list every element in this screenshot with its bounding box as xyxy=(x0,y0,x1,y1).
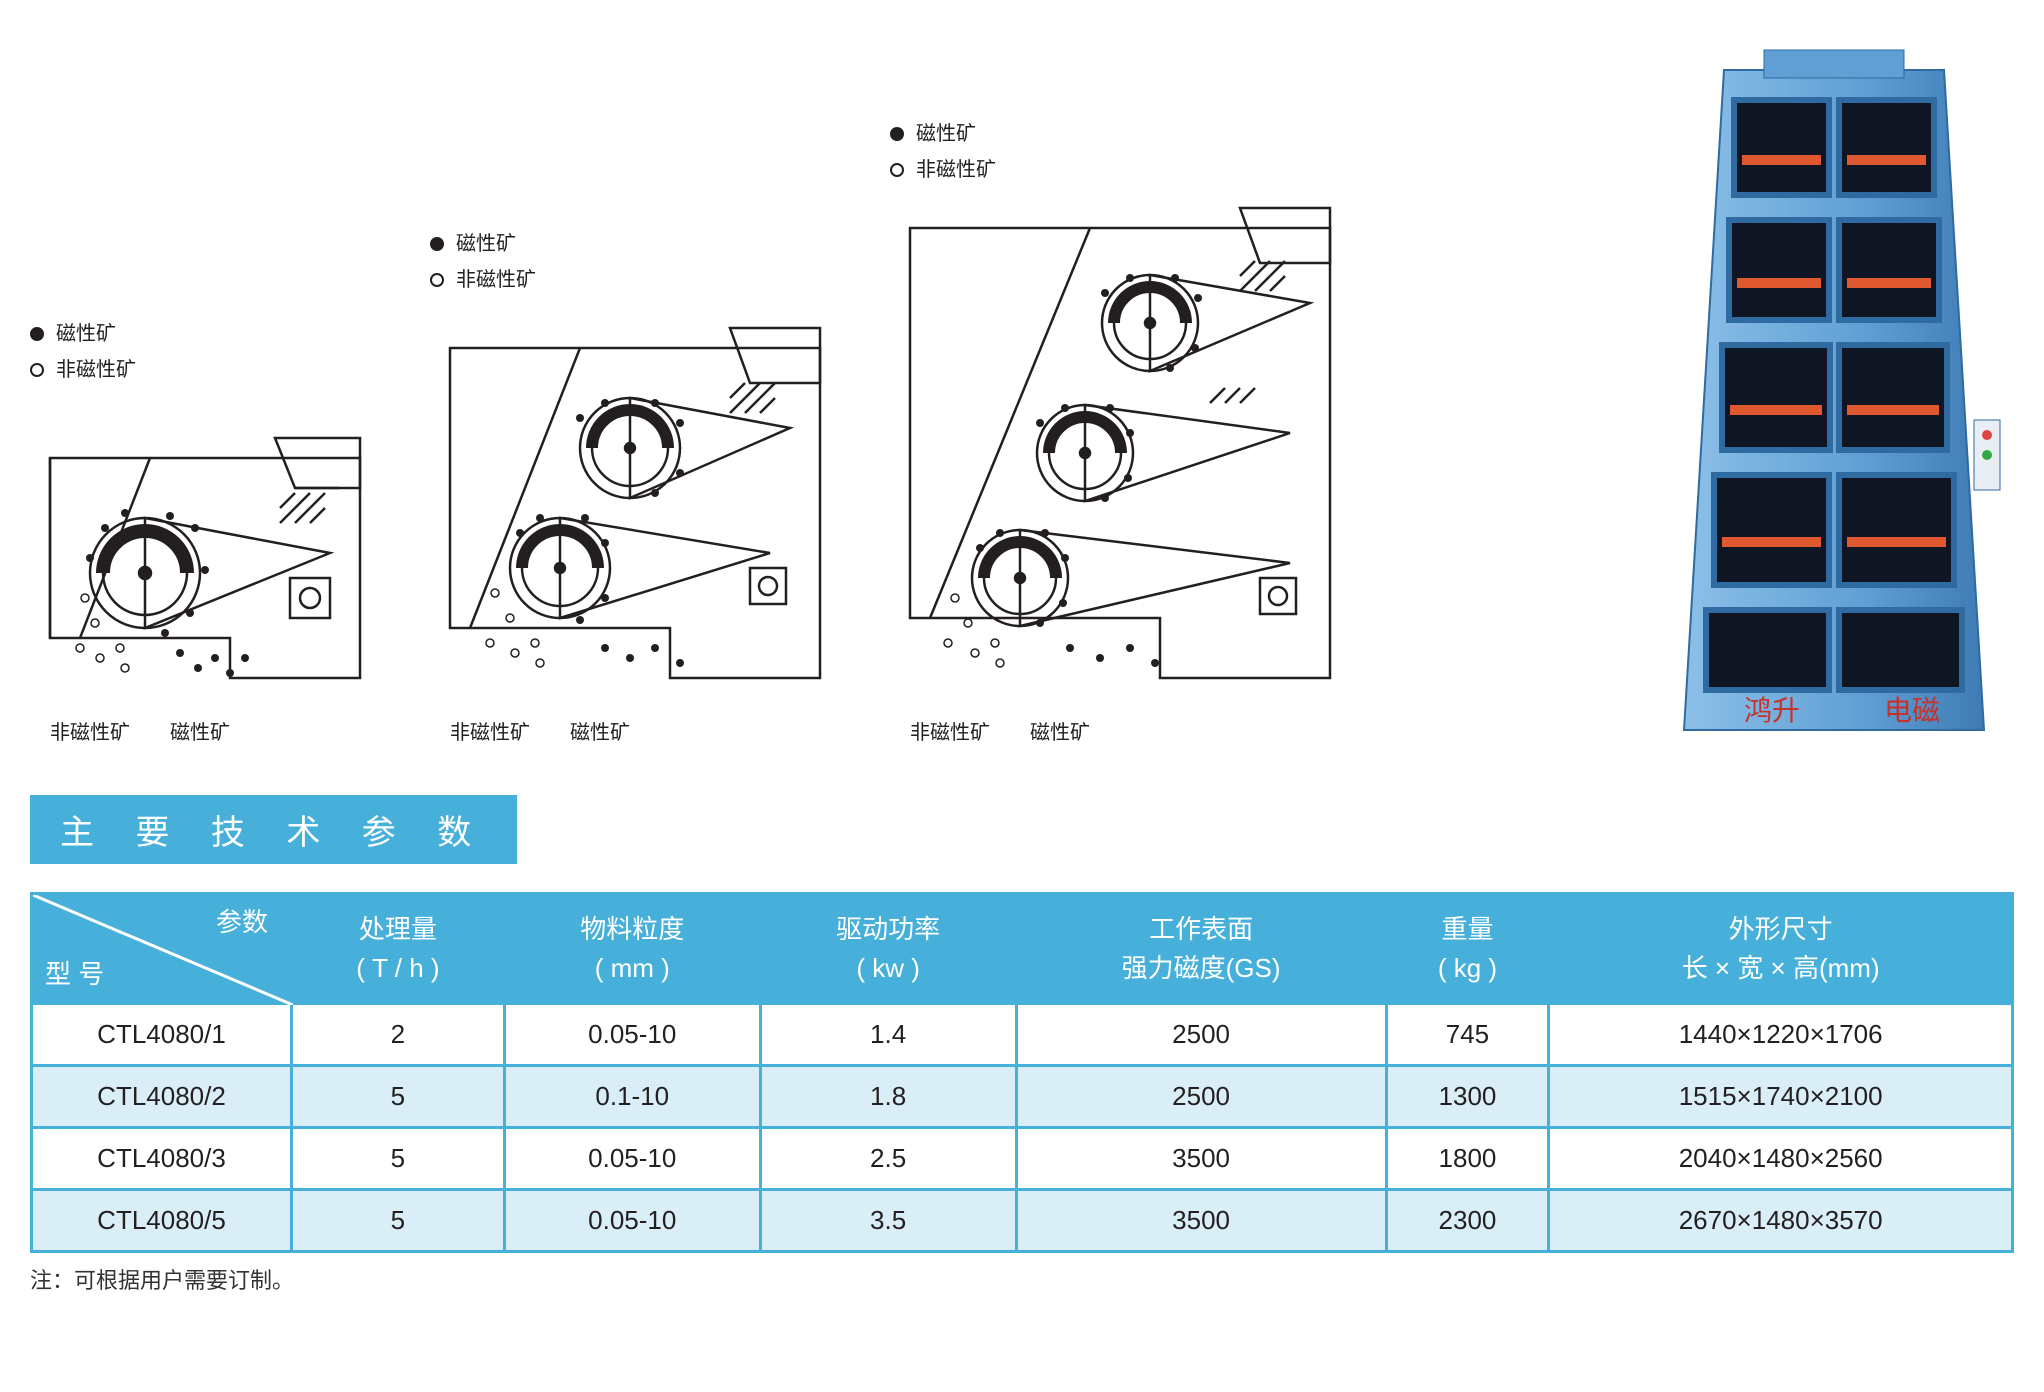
diagram-2-legend: 磁性矿 非磁性矿 xyxy=(430,226,830,298)
header-param: 参数 xyxy=(216,903,268,942)
cell: 5 xyxy=(292,1190,505,1252)
table-row: CTL4080/3 5 0.05-10 2.5 3500 1800 2040×1… xyxy=(32,1128,2013,1190)
cell: 2500 xyxy=(1016,1004,1386,1066)
legend-dot-filled xyxy=(890,127,904,141)
cell: 3.5 xyxy=(760,1190,1016,1252)
diagram-3-outlets: 非磁性矿 磁性矿 xyxy=(890,708,1340,745)
product-photo-svg: 鸿升 电磁 xyxy=(1654,40,2014,740)
legend-magnetic: 磁性矿 xyxy=(56,316,116,352)
cell: 1800 xyxy=(1386,1128,1549,1190)
diagrams-row: 磁性矿 非磁性矿 xyxy=(30,40,2014,745)
legend-dot-filled xyxy=(30,327,44,341)
outlet-nonmagnetic: 非磁性矿 xyxy=(50,716,130,745)
table-row: CTL4080/1 2 0.05-10 1.4 2500 745 1440×12… xyxy=(32,1004,2013,1066)
diagram-2-outlets: 非磁性矿 磁性矿 xyxy=(430,708,830,745)
diagram-1: 磁性矿 非磁性矿 xyxy=(30,316,370,745)
legend-magnetic: 磁性矿 xyxy=(456,226,516,262)
brand-left: 鸿升 xyxy=(1744,695,1800,727)
cell: 2300 xyxy=(1386,1190,1549,1252)
cell: 0.05-10 xyxy=(504,1190,760,1252)
cell: 0.05-10 xyxy=(504,1128,760,1190)
product-photo: 鸿升 电磁 xyxy=(1654,40,2014,745)
diagram-1-svg xyxy=(30,398,370,698)
diagram-3-svg xyxy=(890,198,1340,698)
cell-model: CTL4080/3 xyxy=(32,1128,292,1190)
col-1: 物料粒度( mm ) xyxy=(504,894,760,1004)
col-2: 驱动功率( kw ) xyxy=(760,894,1016,1004)
col-0: 处理量( T / h ) xyxy=(292,894,505,1004)
col-5: 外形尺寸长 × 宽 × 高(mm) xyxy=(1549,894,2013,1004)
legend-nonmagnetic: 非磁性矿 xyxy=(56,352,136,388)
cell: 5 xyxy=(292,1128,505,1190)
brand-right: 电磁 xyxy=(1884,695,1940,727)
outlet-magnetic: 磁性矿 xyxy=(170,716,230,745)
legend-dot-open xyxy=(430,273,444,287)
cell: 0.1-10 xyxy=(504,1066,760,1128)
cell: 1300 xyxy=(1386,1066,1549,1128)
outlet-nonmagnetic: 非磁性矿 xyxy=(450,716,530,745)
diagram-3-legend: 磁性矿 非磁性矿 xyxy=(890,116,1340,188)
cell: 1440×1220×1706 xyxy=(1549,1004,2013,1066)
cell: 1.8 xyxy=(760,1066,1016,1128)
legend-nonmagnetic: 非磁性矿 xyxy=(456,262,536,298)
cell: 745 xyxy=(1386,1004,1549,1066)
diagram-2-svg xyxy=(430,308,830,698)
diagram-1-legend: 磁性矿 非磁性矿 xyxy=(30,316,370,388)
col-3: 工作表面强力磁度(GS) xyxy=(1016,894,1386,1004)
legend-magnetic: 磁性矿 xyxy=(916,116,976,152)
spec-table: 参数 型 号 处理量( T / h ) 物料粒度( mm ) 驱动功率( kw … xyxy=(30,892,2014,1253)
footnote: 注：可根据用户需要订制。 xyxy=(30,1263,2014,1295)
cell: 1.4 xyxy=(760,1004,1016,1066)
header-model-param: 参数 型 号 xyxy=(32,894,292,1004)
cell: 2500 xyxy=(1016,1066,1386,1128)
table-row: CTL4080/5 5 0.05-10 3.5 3500 2300 2670×1… xyxy=(32,1190,2013,1252)
cell: 5 xyxy=(292,1066,505,1128)
table-row: CTL4080/2 5 0.1-10 1.8 2500 1300 1515×17… xyxy=(32,1066,2013,1128)
legend-nonmagnetic: 非磁性矿 xyxy=(916,152,996,188)
cell-model: CTL4080/2 xyxy=(32,1066,292,1128)
outlet-nonmagnetic: 非磁性矿 xyxy=(910,716,990,745)
section-title: 主 要 技 术 参 数 xyxy=(30,795,517,864)
header-model: 型 号 xyxy=(45,955,104,994)
cell: 1515×1740×2100 xyxy=(1549,1066,2013,1128)
cell: 3500 xyxy=(1016,1190,1386,1252)
legend-dot-open xyxy=(890,163,904,177)
cell: 2.5 xyxy=(760,1128,1016,1190)
cell: 0.05-10 xyxy=(504,1004,760,1066)
diagram-2: 磁性矿 非磁性矿 xyxy=(430,226,830,745)
cell: 2040×1480×2560 xyxy=(1549,1128,2013,1190)
diagram-1-outlets: 非磁性矿 磁性矿 xyxy=(30,708,370,745)
cell-model: CTL4080/1 xyxy=(32,1004,292,1066)
outlet-magnetic: 磁性矿 xyxy=(1030,716,1090,745)
diagram-3: 磁性矿 非磁性矿 xyxy=(890,116,1340,745)
outlet-magnetic: 磁性矿 xyxy=(570,716,630,745)
legend-dot-filled xyxy=(430,237,444,251)
cell-model: CTL4080/5 xyxy=(32,1190,292,1252)
cell: 2 xyxy=(292,1004,505,1066)
spec-tbody: CTL4080/1 2 0.05-10 1.4 2500 745 1440×12… xyxy=(32,1004,2013,1252)
col-4: 重量( kg ) xyxy=(1386,894,1549,1004)
cell: 2670×1480×3570 xyxy=(1549,1190,2013,1252)
cell: 3500 xyxy=(1016,1128,1386,1190)
legend-dot-open xyxy=(30,363,44,377)
